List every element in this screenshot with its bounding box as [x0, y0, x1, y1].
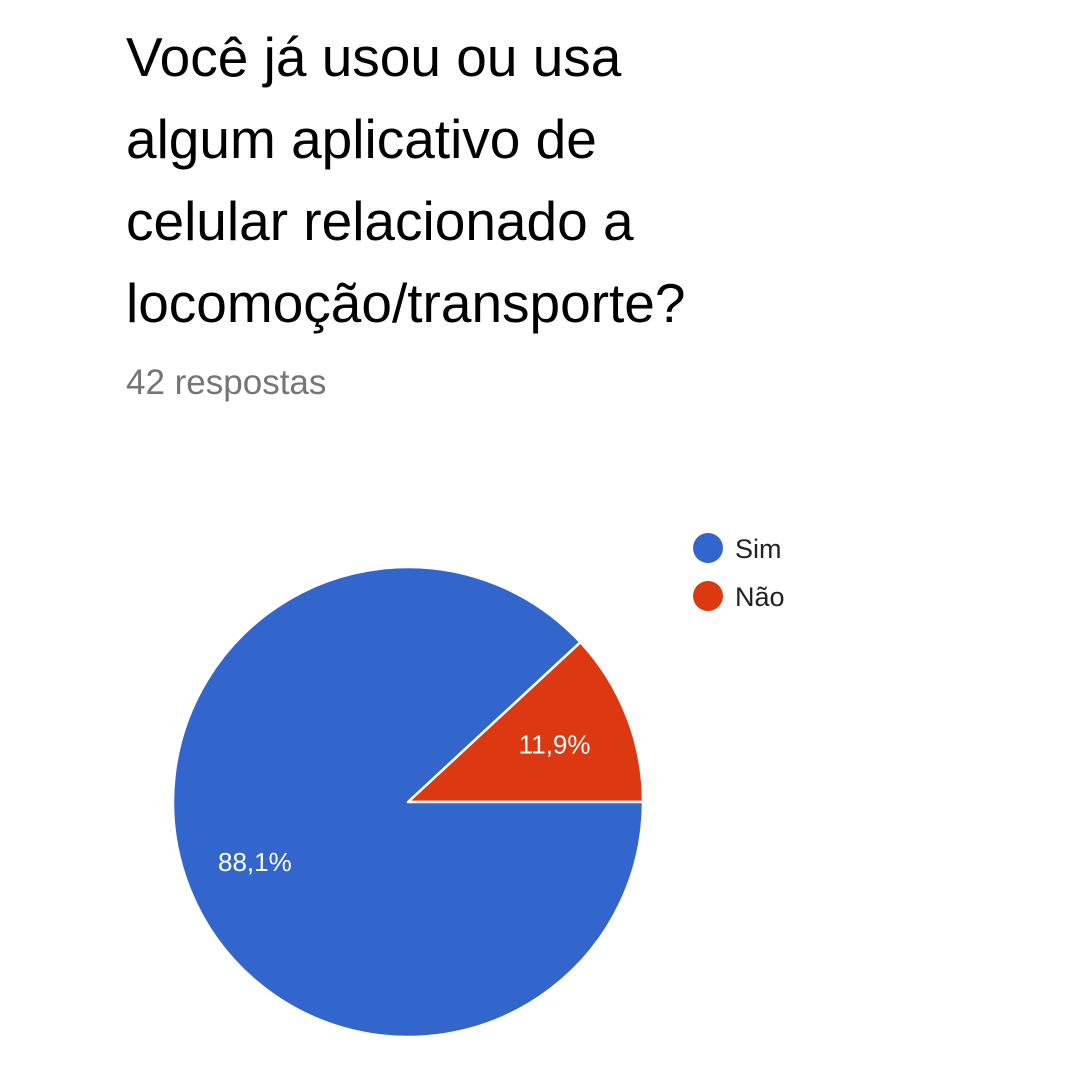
chart-title: Você já usou ou usa algum aplicativo de … — [126, 16, 886, 344]
pie-slice-labels: 11,9% 88,1% — [218, 729, 590, 877]
chart-title-line: celular relacionado a — [126, 190, 634, 252]
response-count: 42 respostas — [126, 363, 327, 402]
pie-slice-label: 11,9% — [519, 729, 591, 759]
chart-title-line: algum aplicativo de — [126, 108, 597, 170]
legend-label: Sim — [735, 534, 782, 564]
pie-slice-sim — [171, 565, 645, 1039]
chart-legend: Sim Não — [693, 533, 785, 612]
pie-slices — [171, 565, 645, 1039]
legend-marker — [693, 533, 723, 563]
pie-slice-label: 88,1% — [218, 847, 292, 877]
legend-label: Não — [735, 582, 785, 612]
pie-slice-nao — [406, 640, 645, 804]
chart-title-line: locomoção/transporte? — [126, 272, 686, 334]
legend-marker — [693, 581, 723, 611]
chart-title-line: Você já usou ou usa — [126, 26, 622, 88]
